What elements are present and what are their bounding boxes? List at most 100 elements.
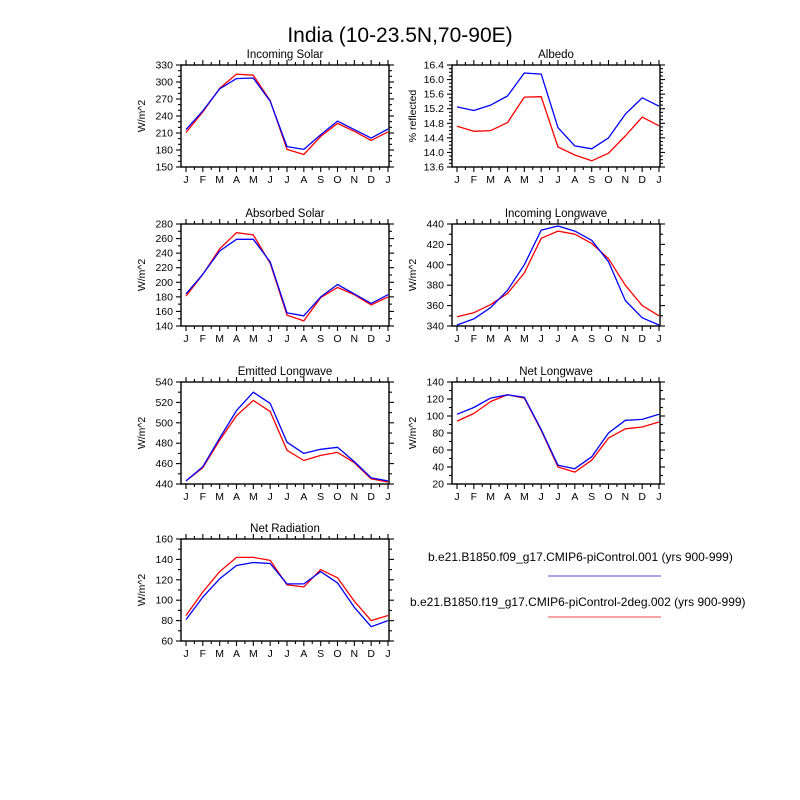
svg-text:J: J [268, 174, 273, 186]
svg-text:W/m^2: W/m^2 [407, 417, 419, 450]
chart-net-longwave: J F M A M J J A S O N D J 20 40 60 80 100 120 140 Net Longwa… [394, 366, 668, 506]
svg-text:M: M [520, 491, 529, 503]
svg-text:J: J [284, 333, 289, 345]
svg-text:J: J [284, 648, 289, 660]
svg-text:A: A [233, 174, 240, 186]
svg-text:420: 420 [426, 239, 444, 251]
svg-text:80: 80 [432, 428, 444, 440]
svg-text:% reflected: % reflected [407, 90, 419, 143]
svg-text:J: J [656, 491, 661, 503]
svg-text:A: A [300, 648, 307, 660]
svg-text:S: S [317, 491, 324, 503]
svg-text:Net Longwave: Net Longwave [519, 366, 593, 378]
svg-text:D: D [367, 491, 375, 503]
svg-text:N: N [351, 491, 359, 503]
svg-text:Incoming Longwave: Incoming Longwave [505, 208, 607, 220]
chart-albedo: J F M A M J J A S O N D J 13.6 14.0 14.4 14.8 15.2 15.6 16.… [394, 49, 668, 189]
svg-text:W/m^2: W/m^2 [136, 417, 148, 450]
svg-text:480: 480 [155, 438, 173, 450]
svg-text:520: 520 [155, 397, 173, 409]
svg-text:460: 460 [155, 458, 173, 470]
svg-text:J: J [385, 648, 390, 660]
svg-text:40: 40 [432, 462, 444, 474]
chart-svg: J F M A M J J A S O N D J140160180200220240260280Abs… [136, 208, 394, 345]
svg-text:100: 100 [426, 411, 444, 423]
svg-text:440: 440 [426, 219, 444, 231]
svg-text:100: 100 [155, 595, 173, 607]
svg-text:Net Radiation: Net Radiation [250, 523, 320, 535]
svg-text:J: J [454, 333, 459, 345]
svg-text:M: M [520, 174, 529, 186]
svg-text:F: F [471, 491, 477, 503]
svg-text:J: J [183, 333, 188, 345]
svg-text:J: J [555, 491, 560, 503]
svg-text:A: A [504, 174, 511, 186]
svg-text:M: M [486, 333, 495, 345]
chart-svg: J F M A M J J A S O N D J340360380400420440Incoming … [407, 208, 665, 345]
svg-text:Albedo: Albedo [538, 49, 574, 61]
legend-label-picontrol-2deg-002: b.e21.B1850.f19_g17.CMIP6-piControl-2deg… [410, 595, 746, 609]
svg-text:J: J [385, 174, 390, 186]
svg-text:M: M [249, 333, 258, 345]
svg-text:O: O [333, 491, 341, 503]
svg-text:M: M [520, 333, 529, 345]
svg-text:J: J [555, 333, 560, 345]
chart-incoming-longwave: J F M A M J J A S O N D J 340 360 380 400 420 440 Incoming … [394, 208, 668, 348]
svg-text:M: M [249, 648, 258, 660]
svg-text:J: J [385, 333, 390, 345]
svg-text:N: N [351, 174, 359, 186]
svg-text:J: J [284, 491, 289, 503]
svg-text:330: 330 [155, 60, 173, 72]
chart-svg: J F M A M J J A S O N D J13.614.014.414.815.215.616.… [407, 49, 665, 186]
svg-text:M: M [215, 648, 224, 660]
page-title: India (10-23.5N,70-90E) [287, 24, 513, 47]
svg-text:15.2: 15.2 [424, 103, 445, 115]
svg-text:F: F [200, 648, 206, 660]
svg-text:J: J [656, 333, 661, 345]
svg-text:60: 60 [161, 636, 173, 648]
svg-text:360: 360 [426, 300, 444, 312]
svg-text:M: M [215, 174, 224, 186]
svg-text:S: S [588, 333, 595, 345]
svg-text:O: O [333, 333, 341, 345]
svg-text:S: S [588, 174, 595, 186]
svg-text:J: J [183, 648, 188, 660]
chart-incoming-solar: J F M A M J J A S O N D J 150 180 210 240 270 300 330 Incomi… [123, 49, 397, 189]
svg-text:M: M [249, 174, 258, 186]
svg-text:J: J [539, 491, 544, 503]
svg-text:M: M [486, 491, 495, 503]
chart-absorbed-solar: J F M A M J J A S O N D J 140 160 180 200 220 240 260 280 Abs… [123, 208, 397, 348]
svg-text:D: D [367, 174, 375, 186]
svg-text:A: A [300, 333, 307, 345]
svg-text:D: D [638, 333, 646, 345]
svg-text:N: N [622, 491, 630, 503]
svg-text:J: J [656, 174, 661, 186]
svg-text:S: S [317, 333, 324, 345]
legend-line-red [548, 616, 661, 618]
svg-text:M: M [215, 491, 224, 503]
svg-text:J: J [539, 333, 544, 345]
svg-text:500: 500 [155, 417, 173, 429]
svg-text:J: J [284, 174, 289, 186]
chart-svg: J F M A M J J A S O N D J150180210240270300330Incomi… [136, 49, 394, 186]
svg-text:J: J [385, 491, 390, 503]
svg-text:A: A [233, 491, 240, 503]
svg-text:S: S [317, 648, 324, 660]
svg-text:15.6: 15.6 [424, 89, 445, 101]
svg-text:14.0: 14.0 [424, 147, 445, 159]
svg-text:300: 300 [155, 77, 173, 89]
svg-text:A: A [300, 491, 307, 503]
svg-text:140: 140 [426, 377, 444, 389]
svg-text:S: S [317, 174, 324, 186]
svg-text:20: 20 [432, 479, 444, 491]
svg-text:F: F [471, 333, 477, 345]
svg-text:150: 150 [155, 162, 173, 174]
svg-text:240: 240 [155, 111, 173, 123]
legend-line-blue [548, 575, 661, 577]
svg-text:540: 540 [155, 377, 173, 389]
svg-text:380: 380 [426, 280, 444, 292]
svg-text:D: D [638, 491, 646, 503]
svg-text:M: M [249, 491, 258, 503]
svg-text:280: 280 [155, 219, 173, 231]
